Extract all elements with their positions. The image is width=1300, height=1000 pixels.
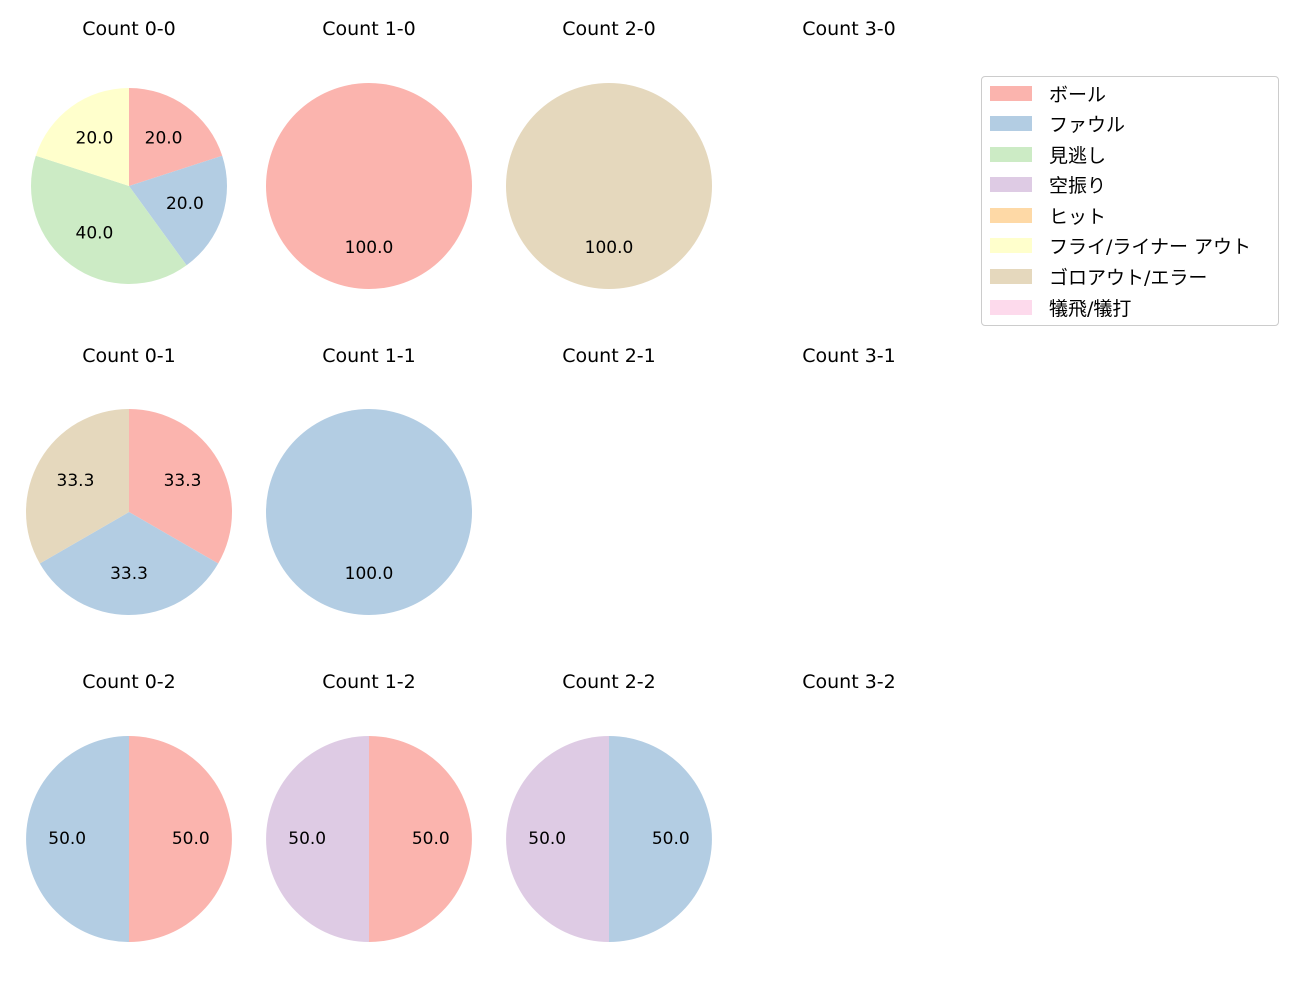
pie-wedge [266, 83, 472, 289]
panel-title: Count 3-1 [802, 345, 896, 367]
legend-item-sacrifice: 犠飛/犠打 [990, 297, 1131, 320]
wedge-label: 100.0 [585, 238, 634, 258]
legend-swatch [990, 268, 1032, 284]
legend-item-called-strike: 見逃し [990, 144, 1106, 167]
panel-title: Count 1-0 [322, 18, 416, 40]
wedge-label: 50.0 [172, 829, 210, 849]
legend-swatch [990, 115, 1032, 131]
legend-swatch [990, 85, 1032, 101]
pie-wedge [506, 83, 712, 289]
panel-title: Count 2-1 [562, 345, 656, 367]
legend-item-foul: ファウル [990, 113, 1125, 136]
pie-wedge [609, 736, 712, 942]
wedge-label: 50.0 [412, 829, 450, 849]
legend-swatch [990, 176, 1032, 192]
wedge-label: 20.0 [76, 128, 114, 148]
wedge-label: 33.3 [57, 471, 95, 491]
pie-wedge [266, 409, 472, 615]
pie-wedge [129, 88, 223, 186]
wedge-label: 33.3 [164, 471, 202, 491]
legend-item-hit: ヒット [990, 205, 1106, 228]
pie-wedge [506, 736, 609, 942]
pie-wedge [26, 736, 129, 942]
wedge-label: 50.0 [528, 829, 566, 849]
wedge-label: 50.0 [288, 829, 326, 849]
legend-item-fly-out: フライ/ライナー アウト [990, 235, 1251, 258]
wedge-label: 100.0 [345, 238, 394, 258]
legend-item-ball: ボール [990, 83, 1106, 106]
pie-wedge [266, 736, 369, 942]
wedge-label: 20.0 [166, 194, 204, 214]
panel-title: Count 2-0 [562, 18, 656, 40]
pie-wedge [369, 736, 472, 942]
legend-swatch [990, 299, 1032, 315]
legend-swatch [990, 146, 1032, 162]
pie-wedge [30, 155, 187, 285]
panel-title: Count 1-2 [322, 671, 416, 693]
wedge-label: 50.0 [48, 829, 86, 849]
wedge-label: 20.0 [145, 128, 183, 148]
panel-title: Count 0-2 [82, 671, 176, 693]
legend: ボール ファウル 見逃し 空振り ヒット フライ/ライナー アウト ゴロアウト/… [981, 76, 1279, 326]
panel-title: Count 0-0 [82, 18, 176, 40]
panel-title: Count 3-0 [802, 18, 896, 40]
legend-swatch [990, 207, 1032, 223]
wedge-label: 100.0 [345, 564, 394, 584]
pie-wedge [129, 409, 232, 564]
wedge-label: 33.3 [110, 564, 148, 584]
panel-title: Count 2-2 [562, 671, 656, 693]
pie-wedge [39, 512, 219, 615]
panel-title: Count 0-1 [82, 345, 176, 367]
pie-wedge [129, 736, 232, 942]
pie-wedge [35, 88, 129, 186]
pie-wedge [129, 155, 227, 266]
legend-item-swinging-strike: 空振り [990, 174, 1106, 197]
legend-item-ground-out: ゴロアウト/エラー [990, 266, 1207, 289]
panel-title: Count 1-1 [322, 345, 416, 367]
wedge-label: 40.0 [76, 224, 114, 244]
legend-swatch [990, 237, 1032, 253]
wedge-label: 50.0 [652, 829, 690, 849]
pie-wedge [26, 409, 130, 564]
panel-title: Count 3-2 [802, 671, 896, 693]
